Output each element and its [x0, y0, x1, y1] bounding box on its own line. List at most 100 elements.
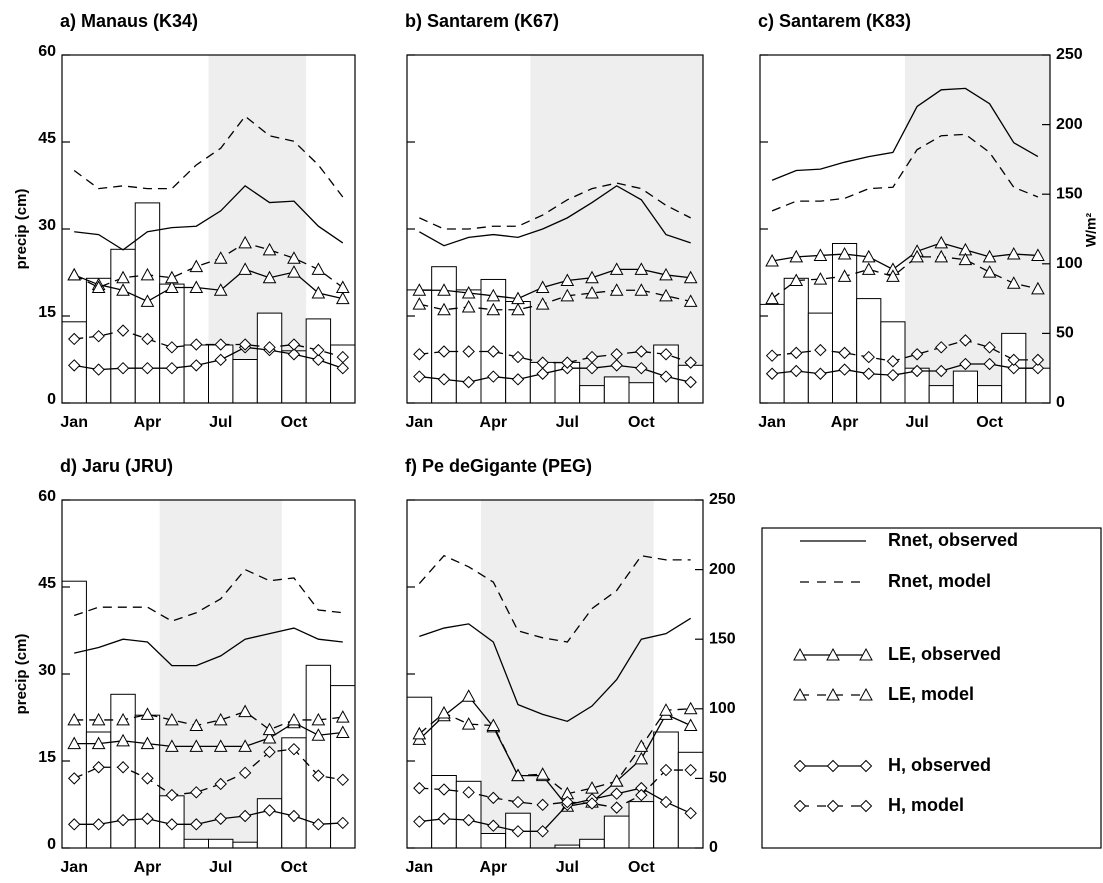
diamond-marker	[165, 341, 179, 354]
legend-label: H, model	[888, 795, 964, 815]
diamond-marker	[886, 368, 900, 382]
diamond-marker	[336, 361, 349, 375]
precip-bar	[232, 359, 258, 404]
triangle-marker	[1031, 281, 1045, 295]
diamond-marker	[838, 346, 851, 360]
triangle-marker	[535, 280, 550, 293]
diamond-marker	[336, 773, 349, 786]
triangle-marker	[659, 267, 673, 281]
diamond-marker	[462, 375, 475, 389]
diamond-marker	[312, 353, 325, 367]
triangle-marker	[461, 689, 476, 702]
panel-title: d) Jaru (JRU)	[60, 456, 173, 476]
precip-bar	[653, 731, 679, 849]
x-tick-label: Jan	[60, 859, 88, 876]
triangle-marker	[165, 739, 179, 752]
diamond-marker	[92, 818, 105, 831]
x-tick-label: Apr	[134, 414, 162, 431]
precip-bar	[603, 376, 630, 404]
diamond-marker	[684, 763, 697, 777]
triangle-marker	[910, 249, 924, 263]
diamond-marker	[659, 370, 673, 383]
y2-tick-label: 200	[1056, 116, 1083, 133]
triangle-marker	[140, 294, 155, 307]
x-tick-label: Oct	[281, 414, 308, 431]
series-line	[418, 554, 691, 643]
triangle-marker	[886, 269, 900, 282]
x-tick-label: Apr	[134, 859, 162, 876]
triangle-marker	[437, 283, 451, 296]
diamond-marker	[862, 367, 875, 380]
panel-title: f) Pe deGigante (PEG)	[405, 456, 592, 476]
diamond-marker	[214, 353, 227, 367]
diamond-marker	[561, 795, 574, 809]
diamond-marker	[838, 363, 851, 376]
diamond-marker	[886, 355, 900, 368]
legend-label: LE, observed	[888, 644, 1001, 664]
triangle-marker	[116, 733, 130, 747]
x-tick-label: Jul	[209, 859, 232, 876]
triangle-marker	[585, 285, 599, 299]
diamond-marker	[814, 367, 827, 380]
triangle-marker	[238, 704, 252, 718]
precip-bar	[783, 277, 809, 404]
diamond-marker	[610, 348, 623, 361]
panel-title: a) Manaus (K34)	[60, 11, 198, 31]
diamond-marker	[92, 329, 105, 343]
triangle-marker	[67, 736, 82, 750]
y2-tick-label: 200	[709, 561, 736, 578]
series-line	[771, 87, 1039, 181]
triangle-marker	[683, 294, 698, 307]
diamond-marker	[585, 797, 599, 810]
triangle-marker	[813, 248, 828, 261]
x-tick-label: Jul	[209, 414, 232, 431]
triangle-marker	[91, 712, 106, 726]
triangle-marker	[238, 235, 252, 249]
triangle-marker	[789, 273, 804, 287]
triangle-marker	[535, 767, 550, 780]
triangle-marker	[67, 267, 82, 281]
triangle-marker	[683, 270, 698, 284]
x-tick-label: Apr	[480, 414, 508, 431]
y-tick-label: 15	[38, 749, 56, 766]
triangle-marker	[585, 270, 599, 284]
diamond-marker	[214, 338, 227, 351]
diamond-marker	[190, 818, 203, 831]
diamond-marker	[585, 350, 599, 364]
diamond-marker	[536, 825, 549, 838]
diamond-marker	[68, 332, 81, 346]
diamond-marker	[659, 795, 673, 809]
x-tick-label: Jan	[406, 414, 434, 431]
triangle-marker	[560, 288, 575, 302]
triangle-marker	[213, 283, 228, 296]
series-line	[418, 708, 691, 795]
triangle-marker	[609, 262, 624, 275]
precip-bar	[579, 838, 605, 849]
triangle-marker	[437, 705, 451, 719]
precip-bar	[856, 298, 882, 404]
diamond-marker	[536, 367, 549, 380]
triangle-marker	[461, 299, 476, 313]
diamond-marker	[684, 375, 697, 389]
triangle-marker	[683, 718, 698, 732]
diamond-marker	[635, 361, 648, 375]
triangle-marker	[861, 249, 876, 263]
y-tick-label: 0	[47, 391, 56, 408]
diamond-marker	[141, 812, 154, 825]
diamond-marker	[610, 359, 623, 372]
diamond-marker	[287, 742, 301, 756]
diamond-marker	[910, 348, 924, 361]
x-tick-label: Oct	[281, 859, 308, 876]
series-line	[419, 185, 691, 247]
triangle-marker	[262, 730, 277, 744]
y2-tick-label: 250	[709, 491, 736, 508]
triangle-marker	[116, 283, 130, 296]
y-tick-label: 30	[38, 662, 56, 679]
diamond-marker	[1007, 353, 1020, 367]
triangle-marker	[634, 283, 649, 296]
triangle-marker	[165, 712, 179, 726]
triangle-marker	[262, 242, 277, 256]
y2-axis-label: W/m²	[1083, 213, 1099, 248]
diamond-marker	[190, 359, 203, 372]
diamond-marker	[263, 804, 276, 817]
